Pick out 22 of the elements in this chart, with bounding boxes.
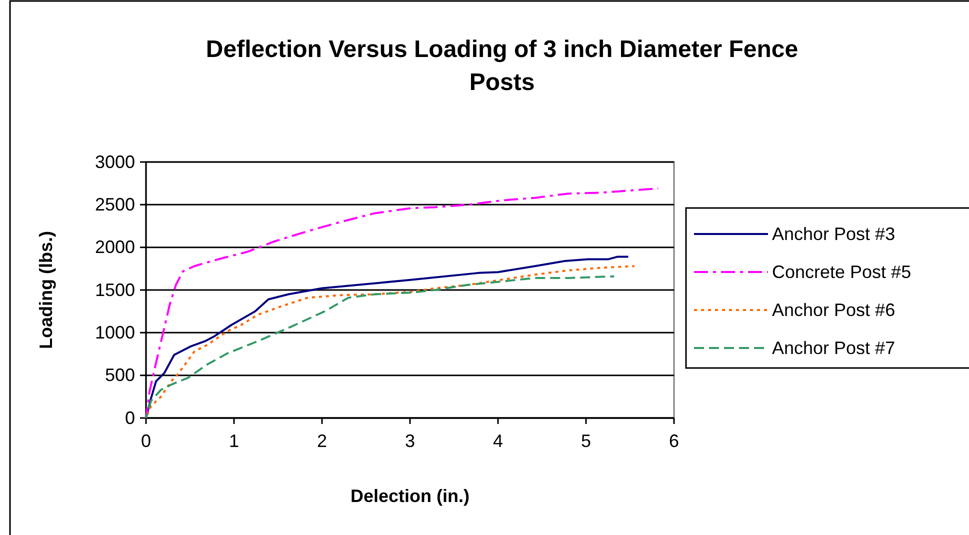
y-tick-label: 1000 xyxy=(94,322,135,342)
y-tick-label: 0 xyxy=(124,408,135,428)
y-tick-label: 2500 xyxy=(94,194,135,214)
legend-label: Concrete Post #5 xyxy=(772,262,912,282)
chart-title: Deflection Versus Loading of 3 inch Diameter Fence Posts xyxy=(206,36,798,96)
x-tick-label: 4 xyxy=(492,430,504,451)
y-axis-title: Loading (lbs.) xyxy=(36,231,56,349)
y-tick-label: 500 xyxy=(104,365,135,386)
y-tick-label: 2000 xyxy=(94,237,135,258)
x-tick-label: 2 xyxy=(316,430,328,451)
x-tick-label: 3 xyxy=(404,430,416,451)
x-axis-title: Delection (in.) xyxy=(350,486,470,506)
x-tick-label: 1 xyxy=(228,430,240,451)
y-tick-label: 1500 xyxy=(94,280,135,300)
legend-label: Anchor Post #7 xyxy=(772,338,896,358)
legend-label: Anchor Post #6 xyxy=(772,300,896,320)
line-series xyxy=(145,187,660,419)
x-tick-label: 5 xyxy=(580,430,592,451)
y-tick-label: 3000 xyxy=(94,152,135,172)
x-tick-label: 6 xyxy=(668,430,680,451)
legend-label: Anchor Post #3 xyxy=(772,224,896,244)
x-tick-label: 0 xyxy=(140,430,152,451)
